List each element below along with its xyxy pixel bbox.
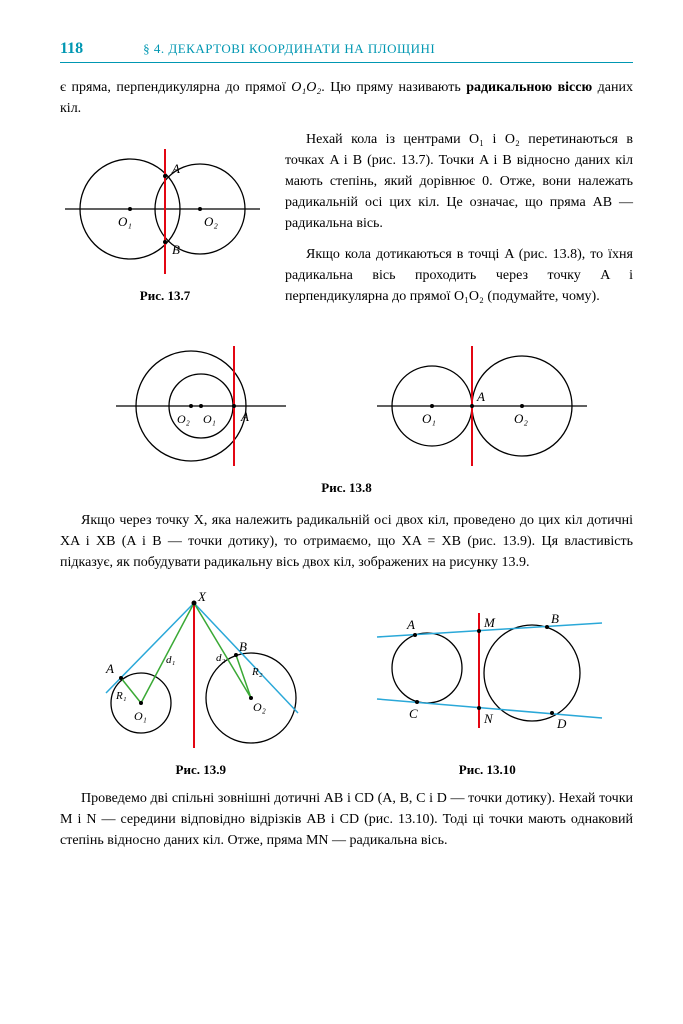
svg-text:X: X [197, 589, 207, 604]
svg-text:B: B [239, 639, 247, 654]
svg-text:O₂: O₂ [204, 214, 218, 229]
svg-text:d₂: d₂ [216, 652, 226, 664]
page-header: 118 § 4. ДЕКАРТОВІ КООРДИНАТИ НА ПЛОЩИНІ [60, 40, 633, 58]
figure-13-8-row: O₂ O₁ A O₁ O₂ A [60, 331, 633, 476]
formula-o1o2: O₁O₂ [291, 80, 321, 95]
paragraph-3: Якщо кола дотикаються в точці A (рис. 13… [285, 244, 633, 307]
header-rule [60, 62, 633, 63]
svg-text:N: N [483, 711, 494, 726]
svg-text:A: A [105, 661, 114, 676]
paragraph-5: Проведемо дві спільні зовнішні дотичні A… [60, 788, 633, 851]
fig-13-8-right-svg: O₁ O₂ A [362, 331, 602, 476]
caption-13-7: Рис. 13.7 [60, 288, 270, 304]
caption-13-9: Рис. 13.9 [76, 762, 326, 778]
text: . Цю пряму називають [321, 80, 466, 95]
svg-text:B: B [172, 242, 180, 257]
fig-13-10-svg: A B C D M N [357, 583, 617, 758]
svg-text:O₂: O₂ [514, 411, 528, 426]
svg-text:d₁: d₁ [166, 654, 176, 666]
page-number: 118 [60, 40, 83, 58]
svg-text:C: C [409, 706, 418, 721]
svg-text:O₁: O₁ [422, 411, 436, 426]
term-radical-axis: радикальною віссю [466, 80, 592, 95]
caption-13-8: Рис. 13.8 [60, 480, 633, 496]
svg-text:A: A [171, 161, 180, 176]
svg-text:O₁: O₁ [134, 709, 147, 723]
text: є пряма, перпендикулярна до прямої [60, 80, 291, 95]
figure-13-7: O₁ O₂ A B Рис. 13.7 [60, 129, 270, 317]
svg-text:O₂: O₂ [253, 700, 266, 714]
svg-text:A: A [240, 409, 249, 424]
figure-13-9-10-row: X A B O₁ O₂ R₁ R₂ d₁ d₂ Рис. 13.9 [60, 583, 633, 778]
svg-text:R₁: R₁ [115, 690, 127, 702]
svg-text:A: A [406, 617, 415, 632]
svg-text:O₁: O₁ [118, 214, 132, 229]
svg-text:O₁: O₁ [203, 412, 216, 426]
fig-13-7-svg: O₁ O₂ A B [60, 129, 270, 284]
section-title: § 4. ДЕКАРТОВІ КООРДИНАТИ НА ПЛОЩИНІ [143, 41, 435, 57]
svg-text:R₂: R₂ [251, 666, 263, 678]
paragraph-2: Нехай кола із центрами O₁ і O₂ перетинаю… [285, 129, 633, 234]
paragraph-4: Якщо через точку X, яка належить радикал… [60, 510, 633, 573]
svg-text:B: B [551, 611, 559, 626]
fig-13-8-left-svg: O₂ O₁ A [91, 331, 301, 476]
svg-text:A: A [476, 389, 485, 404]
svg-text:M: M [483, 615, 496, 630]
svg-text:D: D [556, 716, 567, 731]
svg-text:O₂: O₂ [177, 412, 190, 426]
fig-13-9-svg: X A B O₁ O₂ R₁ R₂ d₁ d₂ [76, 583, 326, 758]
caption-13-10: Рис. 13.10 [357, 762, 617, 778]
paragraph-1: є пряма, перпендикулярна до прямої O₁O₂.… [60, 77, 633, 119]
